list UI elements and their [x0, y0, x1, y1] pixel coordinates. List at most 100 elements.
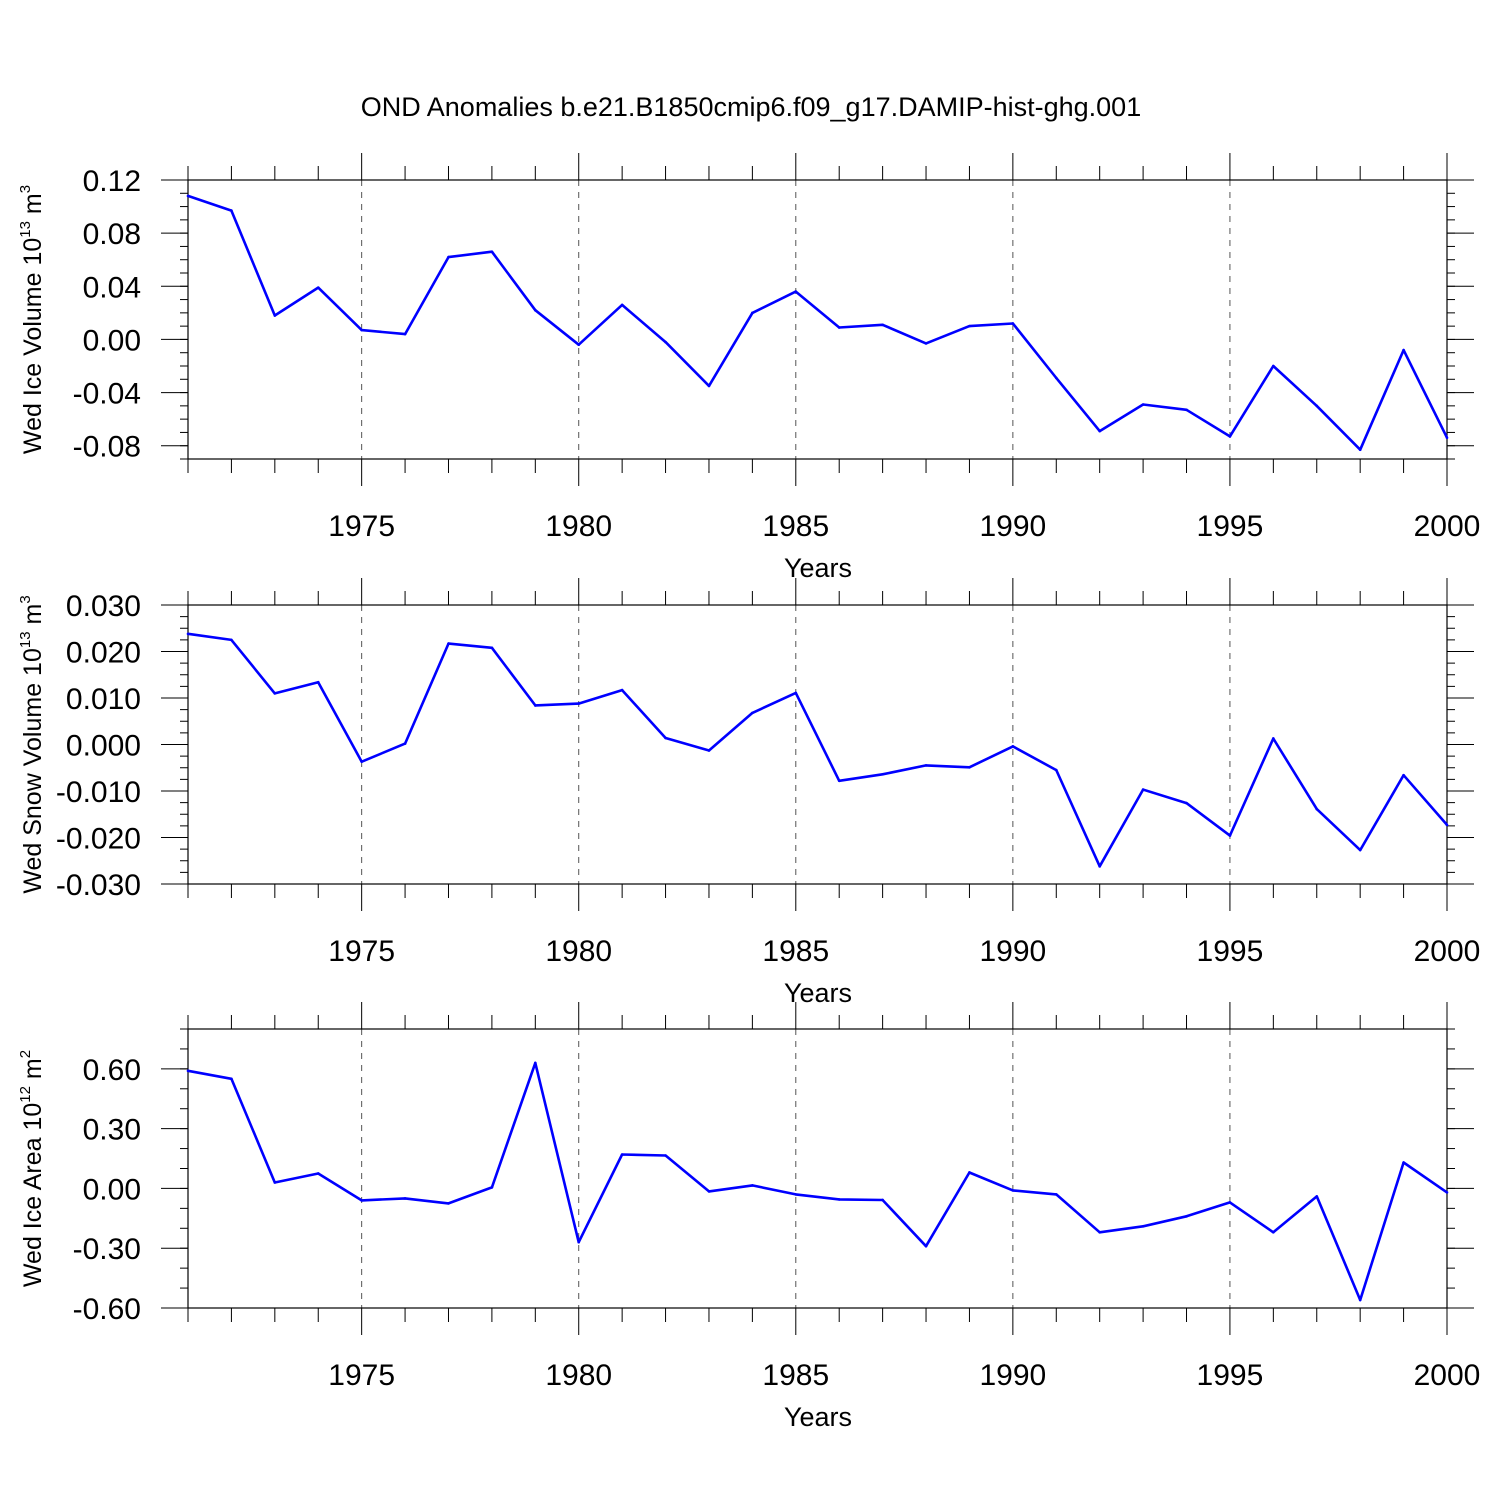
x-tick-label: 2000	[1414, 510, 1481, 543]
data-point	[707, 749, 711, 752]
data-point	[1098, 429, 1101, 433]
data-point	[490, 250, 494, 254]
data-point	[230, 638, 233, 642]
data-point	[1315, 807, 1319, 811]
data-point	[968, 324, 971, 328]
x-tick-label: 1980	[545, 1359, 612, 1392]
data-point	[1272, 737, 1275, 740]
y-tick-label: 0.04	[83, 271, 141, 304]
data-point	[1098, 865, 1101, 868]
data-point	[577, 343, 581, 347]
y-tick-label: 0.30	[83, 1114, 141, 1147]
data-point	[1141, 788, 1145, 791]
data-point	[881, 323, 884, 327]
data-point	[316, 1172, 320, 1175]
y-tick-label: 0.00	[83, 324, 141, 357]
data-point	[794, 290, 798, 293]
data-point	[1054, 1193, 1058, 1196]
data-point	[664, 340, 667, 344]
data-point	[924, 1244, 928, 1248]
x-tick-label: 1990	[979, 1359, 1046, 1392]
data-point	[794, 691, 798, 695]
y-tick-label: -0.030	[56, 869, 141, 902]
data-point	[1185, 801, 1188, 805]
y-axis-title: Wed Ice Volume 1013 m3	[17, 185, 47, 454]
data-point	[577, 702, 581, 705]
x-tick-label: 1985	[762, 935, 829, 968]
data-point	[1228, 435, 1232, 438]
x-tick-label: 2000	[1414, 1359, 1481, 1392]
data-point	[273, 1181, 277, 1184]
data-point	[534, 1061, 537, 1065]
data-point	[794, 1193, 798, 1196]
y-tick-label: -0.08	[73, 431, 141, 464]
data-point	[490, 646, 494, 650]
y-tick-label: 0.00	[83, 1173, 141, 1206]
x-tick-label: 1985	[762, 1359, 829, 1392]
data-point	[837, 1198, 841, 1201]
data-point	[273, 692, 277, 695]
y-tick-label: -0.04	[73, 378, 141, 411]
data-point	[1228, 834, 1232, 837]
y-tick-label: -0.30	[73, 1233, 141, 1266]
x-tick-label: 1995	[1197, 1359, 1264, 1392]
x-tick-label: 1995	[1197, 510, 1264, 543]
data-point	[534, 308, 537, 312]
data-point	[186, 632, 190, 636]
data-point	[620, 303, 624, 307]
x-axis-title: Years	[784, 553, 852, 583]
x-tick-label: 1990	[979, 935, 1046, 968]
data-point	[316, 286, 320, 289]
data-point	[837, 779, 841, 783]
data-point	[664, 736, 667, 740]
data-point	[1445, 823, 1449, 827]
data-point	[1011, 322, 1015, 325]
data-point	[1445, 1191, 1449, 1194]
y-tick-label: -0.60	[73, 1293, 141, 1326]
data-point	[1272, 364, 1275, 368]
data-point	[1054, 768, 1058, 772]
data-point	[1011, 1189, 1015, 1192]
y-tick-label: 0.08	[83, 218, 141, 251]
data-point	[707, 384, 711, 388]
data-point	[1315, 404, 1319, 408]
x-tick-label: 1975	[328, 935, 395, 968]
data-point	[230, 1077, 233, 1081]
data-point	[1098, 1230, 1101, 1234]
data-point	[403, 1197, 407, 1200]
series-line	[187, 1061, 1448, 1302]
y-tick-label: 0.000	[66, 730, 141, 763]
y-tick-label: -0.020	[56, 823, 141, 856]
data-point	[1141, 403, 1145, 406]
data-point	[534, 704, 537, 707]
data-point	[1402, 348, 1405, 352]
data-point	[403, 332, 407, 336]
x-tick-label: 1975	[328, 1359, 395, 1392]
data-point	[1315, 1195, 1319, 1198]
y-tick-label: 0.12	[83, 165, 141, 198]
data-point	[1402, 773, 1405, 777]
chart-panel-2: 0.030 0.020 0.010 0.000 -0.010 -0.020 -0.030 19…	[17, 578, 1480, 1008]
data-point	[620, 1153, 624, 1156]
data-point	[924, 342, 928, 345]
data-point	[1358, 1298, 1362, 1302]
data-point	[881, 772, 884, 776]
data-point	[490, 1186, 494, 1189]
data-point	[1445, 436, 1449, 440]
y-tick-label: 0.60	[83, 1054, 141, 1087]
data-point	[968, 765, 971, 769]
plot-frame	[187, 179, 1448, 460]
y-tick-label: -0.010	[56, 776, 141, 809]
panels: 0.12 0.08 0.04 0.00 -0.04 -0.08 1975 1980 1985 19…	[17, 153, 1480, 1432]
data-point	[403, 742, 407, 745]
data-point	[1054, 376, 1058, 380]
series-line	[187, 632, 1448, 868]
y-tick-label: 0.030	[66, 590, 141, 623]
data-point	[1358, 848, 1362, 852]
y-tick-label: 0.010	[66, 683, 141, 716]
data-point	[186, 194, 190, 198]
data-point	[447, 642, 450, 645]
data-point	[1228, 1201, 1232, 1204]
x-axis-title: Years	[784, 978, 852, 1008]
